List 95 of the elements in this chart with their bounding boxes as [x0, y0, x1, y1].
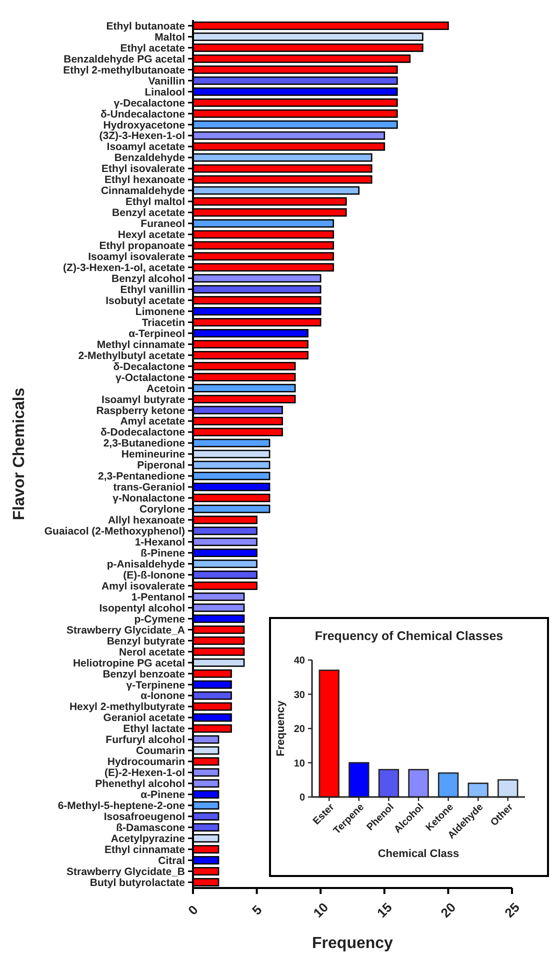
- y-tick-label: Citral: [158, 854, 186, 867]
- y-tick-label: 20: [294, 724, 306, 735]
- y-tick-label: Linalool: [144, 86, 186, 98]
- y-axis-title: Frequency: [275, 700, 287, 756]
- y-tick-label: 10: [294, 758, 306, 770]
- y-tick-label: Benzaldehyde: [114, 152, 186, 164]
- y-tick-label: Benzyl butyrate: [106, 635, 186, 648]
- y-tick-label: Isobutyl acetate: [106, 294, 186, 307]
- y-tick-label: Strawberry Glycidate_B: [66, 866, 186, 878]
- y-tick-label: Strawberry Glycidate_A: [66, 624, 186, 636]
- y-tick-label: Corylone: [139, 504, 186, 516]
- y-tick-label: Hemineurine: [121, 448, 186, 461]
- y-tick-label: 30: [294, 690, 306, 701]
- y-axis-title: Flavor Chemicals: [11, 388, 28, 520]
- y-tick-label: Hexyl 2-methylbutyrate: [69, 701, 186, 714]
- x-tick-label: 15: [374, 900, 395, 920]
- y-tick-label: δ-Decalactone: [113, 360, 186, 373]
- y-tick-label: Ethyl propanoate: [99, 240, 186, 252]
- y-tick-label: 0: [299, 792, 306, 804]
- y-tick-label: 40: [294, 656, 306, 666]
- y-tick-label: Amyl acetate: [120, 416, 186, 428]
- y-tick-label: Ethyl vanillin: [120, 284, 185, 296]
- y-tick-label: Benzaldehyde PG acetal: [64, 53, 186, 66]
- y-tick-label: γ-Terpinene: [126, 679, 186, 692]
- x-tick-label: 10: [310, 900, 332, 920]
- y-tick-label: Hexyl acetate: [118, 229, 186, 242]
- y-tick-label: γ-Octalactone: [116, 372, 186, 384]
- y-tick-label: 2-Methylbutyl acetate: [78, 350, 186, 362]
- y-tick-label: Limonene: [135, 306, 186, 318]
- y-tick-label: Guaiacol (2-Methoxyphenol): [44, 526, 185, 538]
- y-tick-label: Geraniol acetate: [103, 712, 186, 724]
- y-tick-label: ß-Pinene: [140, 548, 186, 560]
- y-tick-label: Ethyl isovalerate: [102, 163, 186, 176]
- x-tick-label: 25: [502, 900, 522, 920]
- y-tick-label: Amyl isovalerate: [102, 580, 186, 592]
- y-tick-label: δ-Undecalactone: [100, 108, 186, 120]
- y-tick-label: p-Anisaldehyde: [106, 558, 186, 570]
- y-tick-label: γ-Nonalactone: [112, 492, 186, 505]
- x-axis-title: Frequency: [312, 935, 394, 952]
- y-tick-label: δ-Dodecalactone: [100, 426, 186, 439]
- y-tick-label: Maltol: [154, 31, 186, 44]
- x-axis-title: Chemical Class: [378, 848, 460, 860]
- y-tick-label: 2,3-Butanedione: [103, 438, 186, 450]
- y-tick-label: γ-Decalactone: [114, 97, 186, 110]
- y-tick-label: (Z)-3-Hexen-1-ol, acetate: [63, 262, 186, 274]
- y-tick-label: (E)-ß-Ionone: [123, 569, 186, 582]
- y-tick-label: α-Pinene: [140, 789, 186, 802]
- y-tick-label: Acetoin: [146, 382, 185, 395]
- y-tick-label: Benzyl alcohol: [111, 272, 186, 285]
- y-tick-label: α-Terpineol: [128, 328, 186, 340]
- y-tick-label: Ethyl 2-methylbutanoate: [63, 64, 186, 76]
- y-tick-label: Isosafroeugenol: [104, 811, 186, 824]
- y-tick-label: Coumarin: [136, 745, 185, 758]
- y-tick-label: Benzyl benzoate: [102, 668, 186, 680]
- y-tick-label: Butyl butyrolactate: [90, 876, 186, 889]
- y-tick-label: Cinnamaldehyde: [100, 185, 186, 198]
- y-tick-label: Furaneol: [140, 218, 186, 230]
- y-tick-label: Acetylpyrazine: [110, 832, 186, 845]
- y-tick-label: Ethyl lactate: [123, 723, 186, 736]
- x-tick-label: 20: [438, 900, 459, 920]
- chart-title: Frequency of Chemical Classes: [314, 629, 504, 643]
- y-tick-label: Piperonal: [137, 460, 186, 472]
- y-tick-label: Benzyl acetate: [112, 207, 186, 220]
- y-tick-label: Nerol acetate: [119, 646, 186, 658]
- x-tick-label: 0: [185, 902, 201, 918]
- y-tick-label: Methyl cinnamate: [96, 338, 186, 351]
- y-tick-label: Allyl hexanoate: [108, 514, 186, 527]
- y-tick-label: Ethyl acetate: [120, 42, 186, 54]
- y-tick-label: Triacetin: [142, 316, 185, 329]
- y-tick-label: Isoamyl butyrate: [102, 394, 186, 406]
- y-tick-label: Hydroxyacetone: [103, 119, 186, 132]
- y-tick-label: 6-Methyl-5-heptene-2-one: [58, 800, 186, 812]
- y-tick-label: (3Z)-3-Hexen-1-ol: [99, 130, 186, 142]
- x-tick-label: 5: [248, 902, 265, 918]
- y-tick-label: Phenethyl alcohol: [95, 778, 186, 790]
- y-tick-label: (E)-2-Hexen-1-ol: [104, 767, 186, 780]
- y-tick-label: Isoamyl isovalerate: [88, 251, 186, 264]
- y-tick-label: Ethyl cinnamate: [104, 844, 186, 856]
- y-tick-label: Vanillin: [148, 75, 185, 88]
- y-tick-label: Isoamyl acetate: [106, 141, 186, 154]
- y-tick-label: trans-Geraniol: [113, 482, 186, 494]
- y-tick-label: Ethyl hexanoate: [104, 174, 186, 186]
- y-tick-label: Raspberry ketone: [96, 404, 186, 417]
- y-tick-label: Hydrocoumarin: [107, 756, 185, 768]
- y-tick-label: p-Cymene: [134, 613, 186, 626]
- y-tick-label: 1-Pentanol: [131, 591, 186, 604]
- y-tick-label: 1-Hexanol: [134, 536, 186, 549]
- y-tick-label: Heliotropine PG acetal: [72, 657, 186, 670]
- y-tick-label: Ethyl butanoate: [106, 20, 186, 32]
- y-tick-label: Isopentyl alcohol: [99, 602, 186, 614]
- y-tick-label: 2,3-Pentanedione: [98, 470, 186, 483]
- y-tick-label: α-Ionone: [140, 690, 186, 702]
- y-tick-label: Ethyl maltol: [125, 196, 186, 208]
- y-tick-label: Furfuryl alcohol: [106, 734, 186, 746]
- y-tick-label: ß-Damascone: [116, 822, 186, 834]
